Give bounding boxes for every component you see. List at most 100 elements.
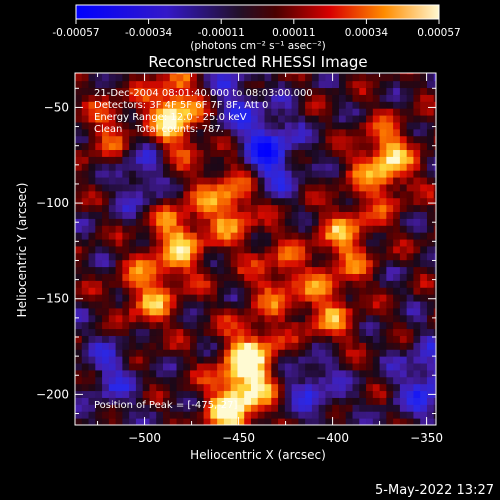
heatmap-cell xyxy=(352,239,360,247)
heatmap-cell xyxy=(250,170,259,178)
heatmap-cell xyxy=(162,245,171,254)
heatmap-cell xyxy=(305,211,313,219)
heatmap-cell xyxy=(230,266,238,274)
heatmap-cell xyxy=(156,314,164,323)
heatmap-cell xyxy=(257,218,266,226)
heatmap-cell xyxy=(129,349,137,357)
heatmap-cell xyxy=(250,80,259,89)
heatmap-cell xyxy=(210,280,218,288)
heatmap-cell xyxy=(75,356,83,364)
heatmap-cell xyxy=(176,73,184,82)
heatmap-cell xyxy=(332,356,340,364)
heatmap-cell xyxy=(237,356,245,364)
heatmap-cell xyxy=(129,142,137,151)
heatmap-cell xyxy=(352,314,360,323)
heatmap-cell xyxy=(325,197,333,206)
heatmap-cell xyxy=(237,342,245,350)
heatmap-cell xyxy=(203,163,211,171)
heatmap-cell xyxy=(264,349,272,357)
heatmap-cell xyxy=(379,301,387,309)
heatmap-cell xyxy=(352,73,360,75)
heatmap-cell xyxy=(264,245,272,254)
heatmap-cell xyxy=(75,170,83,178)
heatmap-cell xyxy=(372,177,381,185)
heatmap-cell xyxy=(196,170,205,178)
heatmap-cell xyxy=(237,335,245,343)
heatmap-cell xyxy=(399,280,408,288)
heatmap-cell xyxy=(244,225,252,233)
colorbar-tick-label: 0.00034 xyxy=(345,27,389,39)
heatmap-cell xyxy=(237,183,245,192)
heatmap-cell xyxy=(115,183,123,192)
heatmap-cell xyxy=(162,349,171,357)
heatmap-cell xyxy=(338,245,347,254)
heatmap-cell xyxy=(318,404,326,412)
heatmap-cell xyxy=(318,349,326,357)
heatmap-cell xyxy=(223,397,232,405)
heatmap-cell xyxy=(190,335,198,343)
heatmap-cell xyxy=(183,273,191,281)
heatmap-cell xyxy=(278,183,286,192)
heatmap-cell xyxy=(244,87,252,95)
heatmap-cell xyxy=(393,183,401,192)
heatmap-cell xyxy=(352,156,360,164)
heatmap-cell xyxy=(372,259,381,268)
heatmap-cell xyxy=(426,335,435,343)
heatmap-cell xyxy=(108,211,117,219)
heatmap-cell xyxy=(244,163,252,171)
heatmap-cell xyxy=(81,321,90,330)
heatmap-cell xyxy=(420,218,428,226)
heatmap-cell xyxy=(257,80,266,89)
heatmap-cell xyxy=(264,252,272,261)
heatmap-cell xyxy=(237,239,245,247)
heatmap-cell xyxy=(393,369,401,378)
heatmap-cell xyxy=(142,94,150,102)
heatmap-cell xyxy=(386,170,394,178)
heatmap-cell xyxy=(271,307,279,316)
heatmap-cell xyxy=(386,321,394,330)
heatmap-cell xyxy=(244,280,252,288)
heatmap-cell xyxy=(426,73,435,82)
heatmap-cell xyxy=(169,383,178,392)
heatmap-cell xyxy=(162,232,171,240)
heatmap-cell xyxy=(271,108,279,116)
heatmap-cell xyxy=(210,135,218,144)
heatmap-cell xyxy=(386,149,394,157)
heatmap-cell xyxy=(122,73,130,75)
heatmap-cell xyxy=(122,280,130,288)
heatmap-cell xyxy=(183,328,191,336)
heatmap-cell xyxy=(176,335,184,343)
heatmap-cell xyxy=(366,301,374,309)
heatmap-cell xyxy=(338,390,347,398)
heatmap-cell xyxy=(386,115,394,123)
heatmap-cell xyxy=(345,363,354,371)
heatmap-cell xyxy=(366,232,374,240)
heatmap-cell xyxy=(102,280,110,288)
heatmap-cell xyxy=(399,73,408,82)
heatmap-cell xyxy=(278,156,286,164)
annotation-time: 21-Dec-2004 08:01:40.000 to 08:03:00.000 xyxy=(94,88,313,99)
heatmap-cell xyxy=(169,245,178,254)
heatmap-cell xyxy=(284,287,293,295)
heatmap-cell xyxy=(291,121,299,130)
heatmap-cell xyxy=(237,259,245,268)
heatmap-cell xyxy=(264,87,272,95)
heatmap-cell xyxy=(278,142,286,151)
heatmap-cell xyxy=(291,142,299,151)
heatmap-cell xyxy=(95,335,103,343)
heatmap-cell xyxy=(203,101,211,109)
heatmap-cell xyxy=(102,142,110,151)
heatmap-cell xyxy=(95,211,103,219)
heatmap-cell xyxy=(115,211,123,219)
heatmap-cell xyxy=(420,101,428,109)
heatmap-cell xyxy=(433,266,436,274)
heatmap-cell xyxy=(108,301,117,309)
heatmap-cell xyxy=(135,170,144,178)
heatmap-cell xyxy=(291,397,299,405)
heatmap-cell xyxy=(413,273,421,281)
heatmap-cell xyxy=(311,397,320,405)
heatmap-cell xyxy=(257,87,266,95)
heatmap-cell xyxy=(88,218,96,226)
heatmap-cell xyxy=(149,328,157,336)
heatmap-cell xyxy=(291,411,299,419)
